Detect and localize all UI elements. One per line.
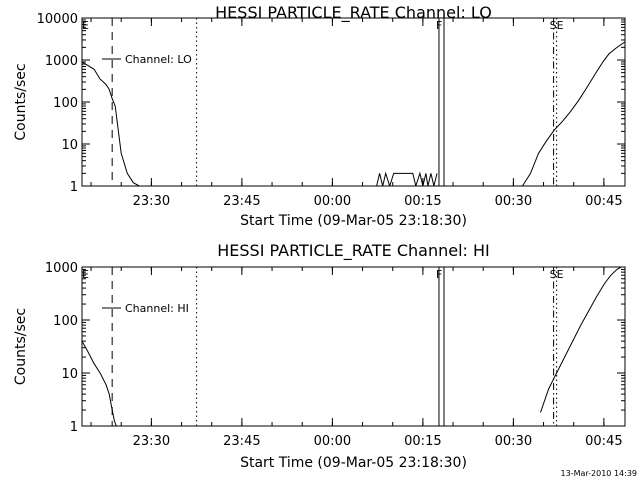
y-tick-label: 1	[70, 420, 78, 435]
chart-title: HESSI PARTICLE_RATE Channel: HI	[217, 241, 490, 261]
event-marker-label: F	[436, 268, 442, 281]
plot-frame	[81, 17, 626, 187]
x-tick-label: 23:30	[133, 194, 170, 209]
event-marker-label: E	[82, 19, 89, 32]
x-tick-label: 00:45	[585, 194, 622, 209]
y-tick-label: 1	[70, 180, 78, 195]
data-series-segment	[521, 41, 625, 186]
x-tick-label: 00:15	[404, 434, 441, 449]
y-tick-label: 100	[53, 314, 78, 329]
y-tick-label: 100	[53, 96, 78, 111]
y-tick-label: 1000	[45, 54, 78, 69]
y-axis-label: Counts/sec	[13, 308, 29, 385]
x-axis-label: Start Time (09-Mar-05 23:18:30)	[240, 213, 467, 229]
chart-title: HESSI PARTICLE_RATE Channel: LO	[215, 3, 492, 23]
x-tick-label: 00:45	[585, 434, 622, 449]
event-marker-label: SE	[550, 268, 564, 281]
x-axis-label: Start Time (09-Mar-05 23:18:30)	[240, 455, 467, 471]
legend-label: Channel: HI	[125, 302, 189, 315]
x-tick-label: 23:45	[223, 434, 260, 449]
event-marker-label: SE	[550, 19, 564, 32]
event-marker-label: F	[436, 19, 442, 32]
plot-area	[82, 267, 623, 426]
chart-panel-1: HESSI PARTICLE_RATE Channel: HI Start Tim…	[13, 241, 626, 471]
chart-panel-0: HESSI PARTICLE_RATE Channel: LO Start Tim…	[13, 3, 626, 229]
y-axis-label: Counts/sec	[13, 63, 29, 140]
plot-area	[82, 18, 625, 186]
y-tick-label: 10	[61, 367, 78, 382]
legend-label: Channel: LO	[125, 53, 192, 66]
x-tick-label: 00:00	[314, 434, 351, 449]
data-series-segment	[376, 171, 438, 186]
plot-frame	[81, 266, 626, 427]
data-series-segment	[82, 340, 117, 426]
footer-timestamp: 13-Mar-2010 14:39	[561, 469, 638, 478]
y-tick-label: 10000	[37, 12, 78, 27]
x-tick-label: 00:15	[404, 194, 441, 209]
x-tick-label: 00:00	[314, 194, 351, 209]
y-tick-label: 1000	[45, 261, 78, 276]
x-tick-label: 00:30	[495, 434, 532, 449]
data-series-segment	[82, 61, 140, 186]
data-series-segment	[540, 267, 623, 413]
x-tick-label: 00:30	[495, 194, 532, 209]
y-tick-label: 10	[61, 138, 78, 153]
x-tick-label: 23:30	[133, 434, 170, 449]
x-tick-label: 23:45	[223, 194, 260, 209]
event-marker-label: E	[82, 268, 89, 281]
